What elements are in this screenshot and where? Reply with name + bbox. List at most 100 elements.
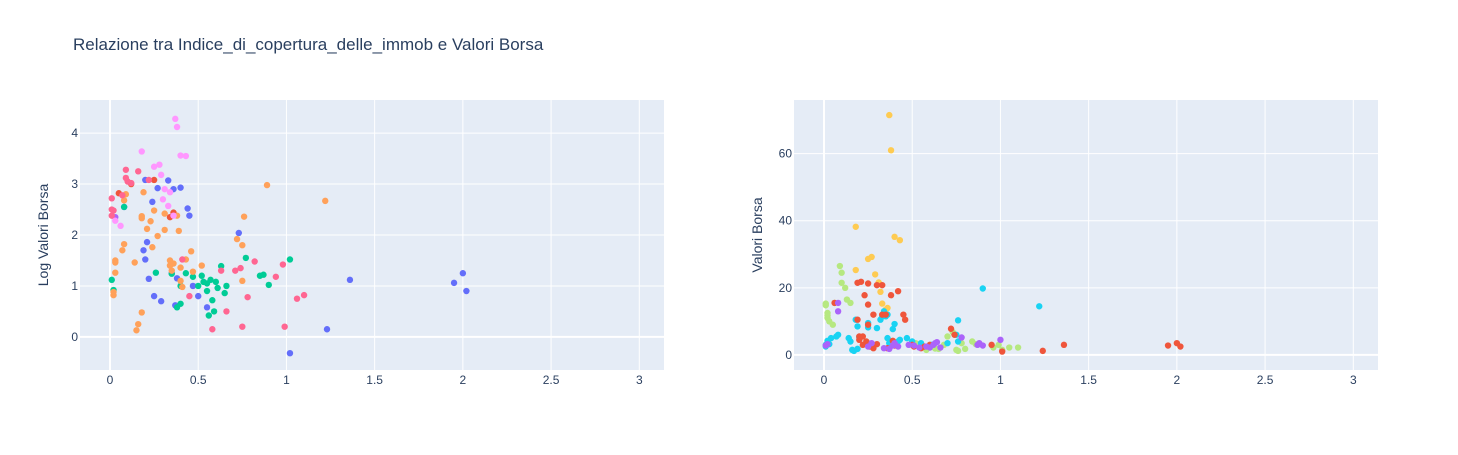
data-point — [140, 247, 147, 254]
data-point — [179, 283, 186, 291]
data-point — [195, 282, 202, 290]
data-point — [108, 195, 115, 202]
data-point — [131, 259, 138, 266]
data-point — [237, 264, 244, 272]
y-tick-label: 0 — [785, 348, 792, 362]
data-point — [896, 236, 904, 244]
data-point — [834, 308, 842, 315]
data-point — [154, 184, 161, 192]
data-point — [152, 269, 160, 276]
data-point — [886, 111, 893, 119]
data-point — [198, 272, 205, 279]
subplot-2: 0 0.5 1 1.5 2 2.5 3 0 20 40 60 Valori Borsa — [749, 100, 1378, 387]
data-point — [323, 326, 331, 333]
x-tick-label: 2.5 — [543, 373, 560, 387]
data-point — [346, 276, 354, 284]
data-point — [217, 267, 225, 274]
data-point — [901, 316, 909, 323]
data-point — [135, 168, 142, 175]
data-point — [157, 171, 165, 179]
data-point — [119, 247, 126, 254]
data-point — [112, 217, 119, 224]
data-point — [187, 248, 195, 255]
data-point — [988, 341, 995, 349]
data-point — [120, 240, 128, 248]
data-point — [1039, 347, 1046, 355]
x-tick-label: 2 — [460, 373, 467, 387]
data-point — [110, 288, 117, 296]
data-point — [182, 270, 190, 277]
data-point — [877, 288, 884, 296]
data-point — [186, 292, 193, 300]
data-point — [159, 196, 167, 203]
x-tick-label: 1 — [283, 373, 290, 387]
data-point — [894, 287, 902, 295]
y-axis-label: Valori Borsa — [749, 197, 765, 272]
data-point — [847, 299, 854, 307]
data-point — [900, 311, 907, 318]
data-point — [147, 218, 154, 225]
data-point — [133, 327, 140, 334]
data-point — [110, 207, 117, 214]
data-point — [143, 225, 151, 233]
data-point — [135, 320, 142, 328]
data-point — [279, 261, 287, 268]
data-point — [165, 177, 172, 184]
data-point — [173, 123, 181, 131]
data-point — [209, 297, 216, 304]
data-point — [161, 210, 168, 217]
data-point — [272, 273, 280, 280]
data-point — [150, 292, 158, 300]
data-point — [217, 262, 225, 270]
data-point — [232, 267, 239, 274]
data-point — [838, 269, 845, 276]
data-point — [140, 189, 147, 196]
data-point — [954, 317, 962, 324]
data-point — [154, 232, 161, 240]
data-point — [838, 279, 845, 286]
data-point — [112, 269, 119, 276]
data-point — [108, 212, 115, 219]
data-point — [951, 331, 958, 338]
x-tick-label: 3 — [636, 373, 643, 387]
data-point — [184, 205, 191, 212]
data-point — [223, 308, 230, 315]
data-point — [871, 271, 879, 278]
data-point — [954, 347, 962, 355]
y-tick-label: 40 — [779, 214, 793, 228]
data-point — [239, 277, 246, 285]
series-1 — [852, 111, 904, 313]
data-point — [189, 282, 197, 290]
data-point — [887, 147, 895, 154]
data-point — [863, 338, 870, 345]
data-point — [265, 281, 272, 289]
data-point — [161, 226, 168, 234]
data-point — [995, 341, 1002, 349]
data-point — [172, 115, 179, 123]
data-point — [177, 152, 184, 159]
data-point — [997, 336, 1004, 344]
x-tick-label: 1.5 — [366, 373, 383, 387]
data-point — [239, 323, 246, 330]
data-point — [827, 334, 835, 342]
data-point — [879, 300, 886, 307]
data-point — [1177, 343, 1184, 350]
data-point — [143, 238, 151, 246]
x-tick-label: 1.5 — [1080, 373, 1097, 387]
data-point — [868, 339, 875, 347]
data-point — [177, 184, 184, 191]
data-point — [873, 340, 881, 348]
data-point — [882, 311, 889, 318]
y-tick-label: 1 — [71, 279, 78, 293]
plot-area — [794, 100, 1378, 370]
data-point — [864, 280, 872, 287]
data-point — [870, 311, 877, 318]
x-tick-label: 3 — [1350, 373, 1357, 387]
data-point — [854, 345, 861, 353]
data-point — [852, 223, 859, 230]
data-point — [223, 282, 230, 290]
data-point — [179, 256, 186, 263]
data-point — [120, 203, 128, 211]
data-point — [903, 334, 911, 342]
